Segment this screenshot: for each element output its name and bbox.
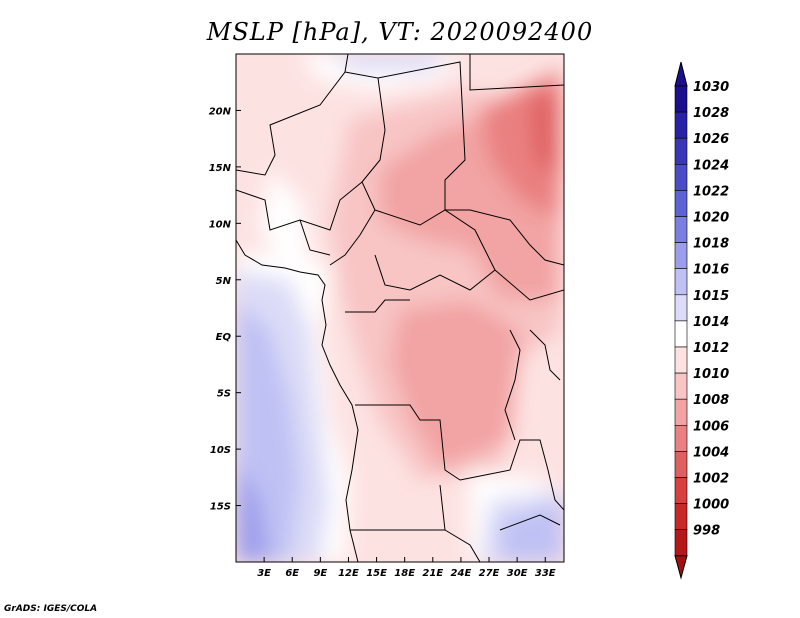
colorbar-label: 1026 (693, 132, 729, 147)
colorbar-swatch (674, 85, 688, 113)
colorbar-swatch (674, 242, 688, 270)
colorbar-label: 1015 (693, 289, 729, 304)
colorbar-label: 1020 (693, 211, 729, 226)
x-tick-label: 21E (422, 568, 443, 579)
x-tick-label: 18E (394, 568, 415, 579)
colorbar-swatch (674, 424, 688, 452)
pressure-field (236, 54, 564, 562)
colorbar-swatch (674, 190, 688, 217)
colorbar-swatch (674, 529, 688, 557)
x-tick-label: 9E (313, 568, 327, 579)
y-tick-label: 5N (216, 276, 232, 287)
colorbar-swatch (674, 294, 688, 322)
colorbar-swatch (674, 320, 688, 348)
colorbar-bottom-arrow (674, 555, 688, 580)
x-tick-label: 30E (507, 568, 528, 579)
grads-footer: GrADS: IGES/COLA (4, 604, 98, 614)
map-title: MSLP [hPa], VT: 2020092400 (206, 18, 594, 46)
colorbar-label: 1016 (693, 263, 729, 278)
colorbar-label: 1008 (693, 393, 729, 408)
colorbar-label: 1000 (693, 498, 729, 513)
y-tick-label: 10S (210, 445, 231, 456)
map-frame (235, 53, 565, 563)
x-tick-label: 27E (479, 568, 500, 579)
colorbar-swatch (674, 164, 688, 191)
colorbar-label: 1004 (693, 445, 729, 460)
y-tick-label: 5S (217, 389, 231, 400)
colorbar-label: 1018 (693, 237, 729, 252)
x-tick-label: 24E (451, 568, 472, 579)
colorbar-label: 1028 (693, 106, 729, 121)
colorbar-label: 1024 (693, 158, 729, 173)
colorbar-swatch (674, 477, 688, 504)
colorbar-label: 1010 (693, 367, 729, 382)
colorbar-swatch (674, 398, 688, 426)
x-tick-label: 33E (535, 568, 556, 579)
y-tick-label: 15S (210, 502, 231, 513)
y-tick-label: EQ (216, 332, 232, 343)
x-tick-label: 15E (366, 568, 387, 579)
colorbar-swatch (674, 216, 688, 243)
colorbar-top-arrow (674, 61, 688, 87)
colorbar-swatch (674, 451, 688, 478)
y-tick-label: 20N (209, 106, 232, 117)
colorbar-swatch (674, 137, 688, 165)
colorbar-swatch (674, 111, 688, 139)
colorbar-label: 1002 (693, 472, 729, 487)
axis-ticks: 3E 6E 9E 12E 15E 18E 21E 24E 27E 30E 33E 20N 15N 10N 5… (209, 106, 556, 579)
x-tick-label: 6E (285, 568, 299, 579)
country-borders (236, 54, 564, 562)
colorbar-label: 1012 (693, 341, 729, 356)
x-tick-label: 3E (257, 568, 271, 579)
colorbar-swatch (674, 372, 688, 400)
colorbar-swatch (674, 346, 688, 374)
y-tick-label: 10N (209, 219, 232, 230)
colorbar-swatch (674, 503, 688, 531)
colorbar-swatch (674, 268, 688, 296)
colorbar-label: 998 (693, 524, 720, 539)
colorbar-label: 1022 (693, 184, 729, 199)
colorbar-label: 1006 (693, 419, 729, 434)
colorbar-label: 1014 (693, 315, 729, 330)
x-tick-label: 12E (338, 568, 359, 579)
y-tick-label: 15N (209, 163, 232, 174)
colorbar-label: 1030 (693, 80, 729, 95)
